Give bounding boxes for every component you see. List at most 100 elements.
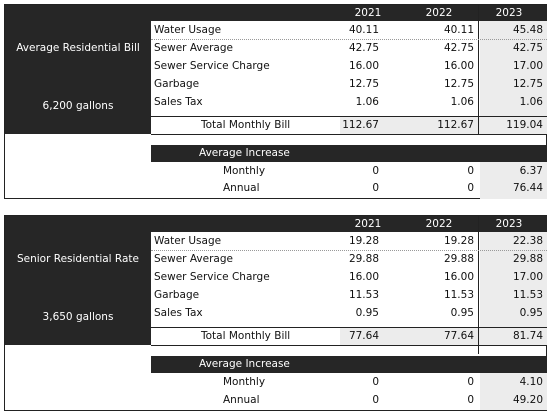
value-2022: 12.75 — [443, 78, 474, 90]
increase-row-monthly: Monthly 0 0 4.10 — [151, 374, 547, 391]
total-label: Total Monthly Bill — [201, 119, 291, 131]
total-2023: 81.74 — [512, 330, 543, 342]
value-2022: 0 — [467, 376, 474, 388]
table-title: Senior Residential Rate — [16, 253, 140, 265]
value-2021: 0 — [372, 376, 379, 388]
row-label: Monthly — [223, 376, 266, 388]
row-label: Annual — [223, 394, 260, 406]
row-label: Monthly — [223, 165, 266, 177]
highlight-total-row — [340, 117, 547, 134]
value-2022: 40.11 — [443, 24, 474, 36]
value-2022: 0 — [467, 182, 474, 194]
value-2023: 49.20 — [512, 394, 543, 406]
value-2023: 11.53 — [512, 289, 543, 301]
value-2022: 0 — [467, 165, 474, 177]
table-row: Sales Tax 0.95 0.95 0.95 — [151, 305, 547, 322]
value-2022: 42.75 — [443, 42, 474, 54]
year-2021-header: 2021 — [354, 7, 382, 19]
row-label: Sewer Service Charge — [154, 60, 270, 72]
value-2023: 6.37 — [519, 165, 543, 177]
value-2021: 40.11 — [348, 24, 379, 36]
year-2023-header: 2023 — [495, 218, 523, 230]
value-2023: 1.06 — [519, 96, 543, 108]
table-row: Garbage 12.75 12.75 12.75 — [151, 76, 547, 93]
value-2022: 1.06 — [450, 96, 474, 108]
table-title: Average Residential Bill — [16, 42, 140, 54]
value-2022: 19.28 — [443, 235, 474, 247]
total-2021: 112.67 — [342, 119, 379, 131]
increase-row-monthly: Monthly 0 0 6.37 — [151, 163, 547, 180]
total-2023: 119.04 — [506, 119, 543, 131]
value-2023: 76.44 — [512, 182, 543, 194]
value-2023: 12.75 — [512, 78, 543, 90]
value-2023: 0.95 — [519, 307, 543, 319]
value-2021: 0 — [372, 394, 379, 406]
value-2022: 16.00 — [443, 60, 474, 72]
value-2023: 45.48 — [512, 24, 543, 36]
average-increase-label: Average Increase — [199, 358, 290, 370]
table-row: Water Usage 40.11 40.11 45.48 — [151, 22, 547, 40]
value-2021: 0 — [372, 182, 379, 194]
year-2022-header: 2022 — [425, 7, 453, 19]
value-2022: 16.00 — [443, 271, 474, 283]
row-label: Annual — [223, 182, 260, 194]
row-label: Sewer Average — [154, 253, 233, 265]
table-row: Water Usage 19.28 19.28 22.38 — [151, 233, 547, 251]
value-2023: 29.88 — [512, 253, 543, 265]
value-2022: 0.95 — [450, 307, 474, 319]
table-row: Sewer Service Charge 16.00 16.00 17.00 — [151, 269, 547, 286]
year-header: 2021 2022 2023 — [151, 5, 547, 21]
value-2023: 22.38 — [512, 235, 543, 247]
table-row: Sewer Average 42.75 42.75 42.75 — [151, 40, 547, 57]
column-divider — [478, 216, 479, 354]
row-label: Sewer Service Charge — [154, 271, 270, 283]
table-volume: 6,200 gallons — [42, 100, 114, 112]
senior-residential-rate-table: Senior Residential Rate 3,650 gallons 20… — [4, 215, 547, 411]
table-row: Sales Tax 1.06 1.06 1.06 — [151, 94, 547, 111]
row-label: Sewer Average — [154, 42, 233, 54]
highlight-total-row — [340, 328, 547, 345]
value-2021: 29.88 — [348, 253, 379, 265]
value-2021: 0 — [372, 165, 379, 177]
highlight-increase-2023 — [480, 162, 547, 199]
total-row: Total Monthly Bill 77.64 77.64 81.74 — [151, 327, 547, 346]
average-residential-bill-table: Average Residential Bill 6,200 gallons 2… — [4, 4, 547, 199]
highlight-2023-column — [480, 21, 547, 117]
year-2021-header: 2021 — [354, 218, 382, 230]
table-side-panel: Senior Residential Rate 3,650 gallons — [5, 216, 151, 345]
table-volume: 3,650 gallons — [42, 311, 114, 323]
value-2021: 1.06 — [355, 96, 379, 108]
year-header: 2021 2022 2023 — [151, 216, 547, 232]
value-2023: 17.00 — [512, 271, 543, 283]
year-2022-header: 2022 — [425, 218, 453, 230]
value-2021: 16.00 — [348, 60, 379, 72]
increase-row-annual: Annual 0 0 49.20 — [151, 392, 547, 409]
value-2023: 4.10 — [519, 376, 543, 388]
table-row: Sewer Service Charge 16.00 16.00 17.00 — [151, 58, 547, 75]
row-label: Garbage — [154, 78, 200, 90]
value-2021: 19.28 — [348, 235, 379, 247]
average-increase-label: Average Increase — [199, 147, 290, 159]
average-increase-header: Average Increase — [151, 356, 547, 373]
value-2022: 29.88 — [443, 253, 474, 265]
column-divider — [478, 5, 479, 134]
value-2023: 17.00 — [512, 60, 543, 72]
value-2021: 12.75 — [348, 78, 379, 90]
row-label: Sales Tax — [154, 307, 203, 319]
table-row: Sewer Average 29.88 29.88 29.88 — [151, 251, 547, 268]
value-2023: 42.75 — [512, 42, 543, 54]
value-2021: 42.75 — [348, 42, 379, 54]
table-side-panel: Average Residential Bill 6,200 gallons — [5, 5, 151, 134]
average-increase-header: Average Increase — [151, 145, 547, 162]
value-2021: 16.00 — [348, 271, 379, 283]
value-2021: 11.53 — [348, 289, 379, 301]
value-2022: 0 — [467, 394, 474, 406]
row-label: Garbage — [154, 289, 200, 301]
total-2022: 112.67 — [437, 119, 474, 131]
total-2021: 77.64 — [348, 330, 379, 342]
table-row: Garbage 11.53 11.53 11.53 — [151, 287, 547, 304]
row-label: Water Usage — [154, 235, 222, 247]
highlight-increase-2023 — [480, 373, 547, 410]
value-2021: 0.95 — [355, 307, 379, 319]
total-row: Total Monthly Bill 112.67 112.67 119.04 — [151, 116, 547, 135]
